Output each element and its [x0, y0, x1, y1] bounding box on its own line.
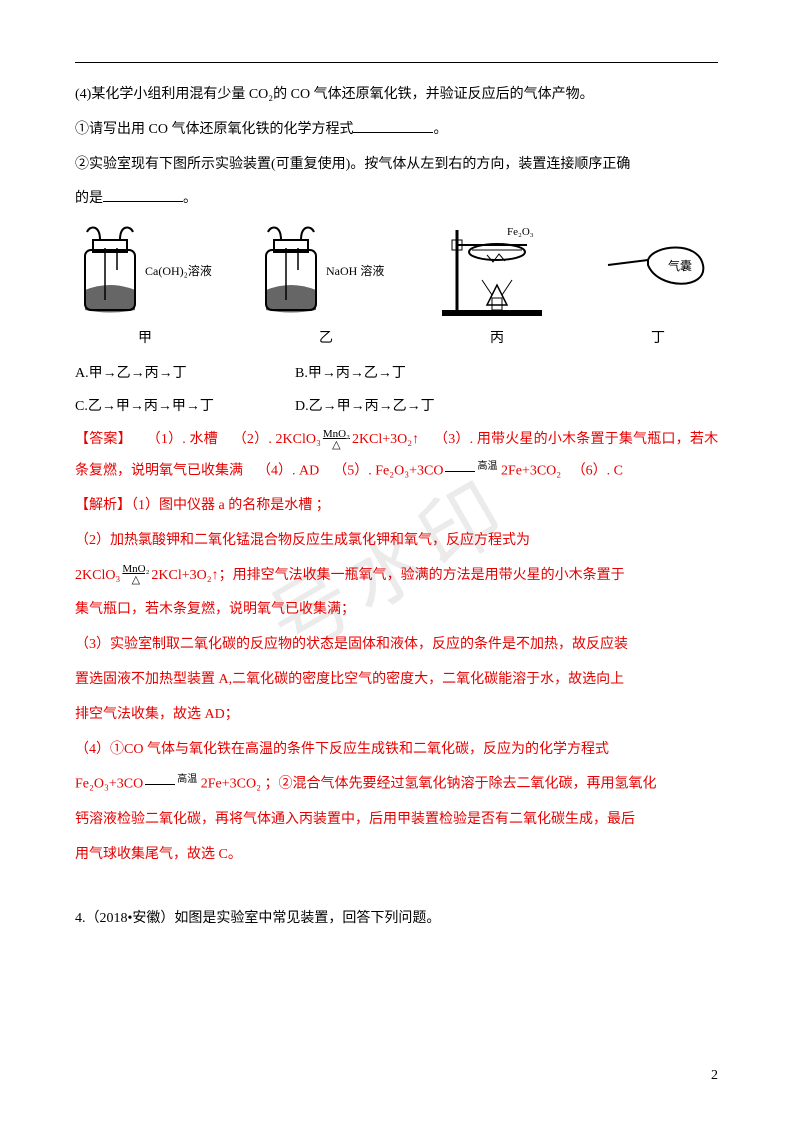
answer-label: 【答案】 — [75, 432, 132, 447]
page-content: (4)某化学小组利用混有少量 CO₂的 CO 气体还原氧化铁，并验证反应后的气体… — [75, 80, 718, 935]
bottle-yi-svg: NaOH 溶液 — [256, 220, 396, 320]
stand-bing-svg: Fe₂O₃ — [437, 220, 557, 320]
ans-2-post: 2KCl+3O₂↑ — [352, 432, 419, 447]
cond-hightemp-2: 高温 — [177, 774, 197, 785]
balloon-ding-svg: 气囊 — [598, 220, 718, 320]
caption-jia: 甲 — [138, 324, 152, 355]
options-row-2: C.乙→甲→丙→甲→丁 D.乙→甲→丙→乙→丁 — [75, 392, 718, 423]
page-number: 2 — [711, 1061, 718, 1092]
option-D: D.乙→甲→丙→乙→丁 — [295, 392, 515, 423]
ans-5-pre: （5）. Fe₂O₃+3CO — [333, 463, 443, 478]
diagram-bing: Fe₂O₃ 丙 — [437, 220, 557, 355]
q4-2-textA: ①请写出用 CO 气体还原氧化铁的化学方程式 — [75, 122, 353, 137]
ans-1: （1）. 水槽 — [147, 432, 218, 447]
option-C: C.乙→甲→丙→甲→丁 — [75, 392, 295, 423]
analysis-l2c: 集气瓶口，若木条复燃，说明氧气已收集满； — [75, 595, 718, 626]
ans-6: （6）. C — [572, 463, 623, 478]
paragraph-q4-3b: 的是 。 — [75, 184, 718, 215]
ans-2-pre: （2）. 2KClO₃ — [233, 432, 321, 447]
paragraph-q4-3a: ②实验室现有下图所示实验装置(可重复使用)。按气体从左到右的方向，装置连接顺序正… — [75, 150, 718, 181]
diagram-ding: 气囊 丁 — [598, 220, 718, 355]
q4-3b-textB: 。 — [183, 191, 197, 206]
analysis-l3c: 排空气法收集，故选 AD； — [75, 700, 718, 731]
label-caoh2: Ca(OH)₂溶液 — [145, 263, 212, 278]
blank-2 — [103, 188, 183, 202]
analysis-l2b: 2KClO₃MnO₂△2KCl+3O₂↑；用排空气法收集一瓶氧气，验满的方法是用… — [75, 561, 718, 592]
svg-text:Fe₂O₃: Fe₂O₃ — [507, 226, 534, 238]
blank-1 — [353, 119, 433, 133]
cond-hightemp-1: 高温 — [477, 461, 497, 472]
bottle-jia-svg: Ca(OH)₂溶液 — [75, 220, 215, 320]
svg-text:气囊: 气囊 — [668, 258, 692, 273]
l4b-post: 2Fe+3CO₂ ；②混合气体先要经过氢氧化钠溶于除去二氧化碳，再用氢氧化 — [201, 777, 657, 792]
q4-3b-textA: 的是 — [75, 191, 103, 206]
analysis-l1: 【解析】（1）图中仪器 a 的名称是水槽 ； — [75, 491, 718, 522]
answer-block: 【答案】 （1）. 水槽 （2）. 2KClO₃MnO₂△2KCl+3O₂↑ （… — [75, 425, 718, 487]
analysis-l4d: 用气球收集尾气，故选 C。 — [75, 840, 718, 871]
mno2-cond-1: MnO₂△ — [323, 429, 350, 451]
eq-line-2 — [145, 784, 175, 785]
analysis-label: 【解析】 — [75, 498, 131, 513]
analysis-l1-text: （1）图中仪器 a 的名称是水槽 ； — [131, 498, 330, 513]
diagram-yi: NaOH 溶液 乙 — [256, 220, 396, 355]
caption-ding: 丁 — [651, 324, 665, 355]
analysis-l4c: 钙溶液检验二氧化碳，再将气体通入丙装置中，后用甲装置检验是否有二氧化碳生成，最后 — [75, 805, 718, 836]
diagram-row: Ca(OH)₂溶液 甲 NaOH 溶液 乙 — [75, 225, 718, 355]
analysis-block: 【解析】（1）图中仪器 a 的名称是水槽 ； （2）加热氯酸钾和二氧化锰混合物反… — [75, 491, 718, 870]
label-naoh: NaOH 溶液 — [326, 263, 384, 278]
option-B: B.甲→丙→乙→丁 — [295, 359, 515, 390]
analysis-l3b: 置选固液不加热型装置 A,二氧化碳的密度比空气的密度大，二氧化碳能溶于水，故选向… — [75, 665, 718, 696]
l2b-pre: 2KClO₃ — [75, 568, 120, 583]
paragraph-q4-1: (4)某化学小组利用混有少量 CO₂的 CO 气体还原氧化铁，并验证反应后的气体… — [75, 80, 718, 111]
mno2-cond-2: MnO₂△ — [122, 564, 149, 586]
spacer — [75, 874, 718, 904]
header-rule — [75, 62, 718, 63]
ans-4: （4）. AD — [257, 463, 319, 478]
analysis-l4a: （4）①CO 气体与氧化铁在高温的条件下反应生成铁和二氧化碳，反应为的化学方程式 — [75, 735, 718, 766]
paragraph-q4-2: ①请写出用 CO 气体还原氧化铁的化学方程式 。 — [75, 115, 718, 146]
question-4: 4.（2018•安徽）如图是实验室中常见装置，回答下列问题。 — [75, 904, 718, 935]
l2b-post: 2KCl+3O₂↑；用排空气法收集一瓶氧气，验满的方法是用带火星的小木条置于 — [151, 568, 624, 583]
eq-line-1 — [445, 471, 475, 472]
caption-bing: 丙 — [490, 324, 504, 355]
analysis-l2: （2）加热氯酸钾和二氧化锰混合物反应生成氯化钾和氧气，反应方程式为 — [75, 526, 718, 557]
diagram-jia: Ca(OH)₂溶液 甲 — [75, 220, 215, 355]
analysis-l4b: Fe₂O₃+3CO 高温 2Fe+3CO₂ ；②混合气体先要经过氢氧化钠溶于除去二… — [75, 769, 718, 800]
caption-yi: 乙 — [319, 324, 333, 355]
l4b-pre: Fe₂O₃+3CO — [75, 777, 143, 792]
options-row-1: A.甲→乙→丙→丁 B.甲→丙→乙→丁 — [75, 359, 718, 390]
analysis-l3a: （3）实验室制取二氧化碳的反应物的状态是固体和液体，反应的条件是不加热，故反应装 — [75, 630, 718, 661]
ans-5-post: 2Fe+3CO₂ — [501, 463, 561, 478]
option-A: A.甲→乙→丙→丁 — [75, 359, 295, 390]
q4-2-textB: 。 — [433, 122, 447, 137]
